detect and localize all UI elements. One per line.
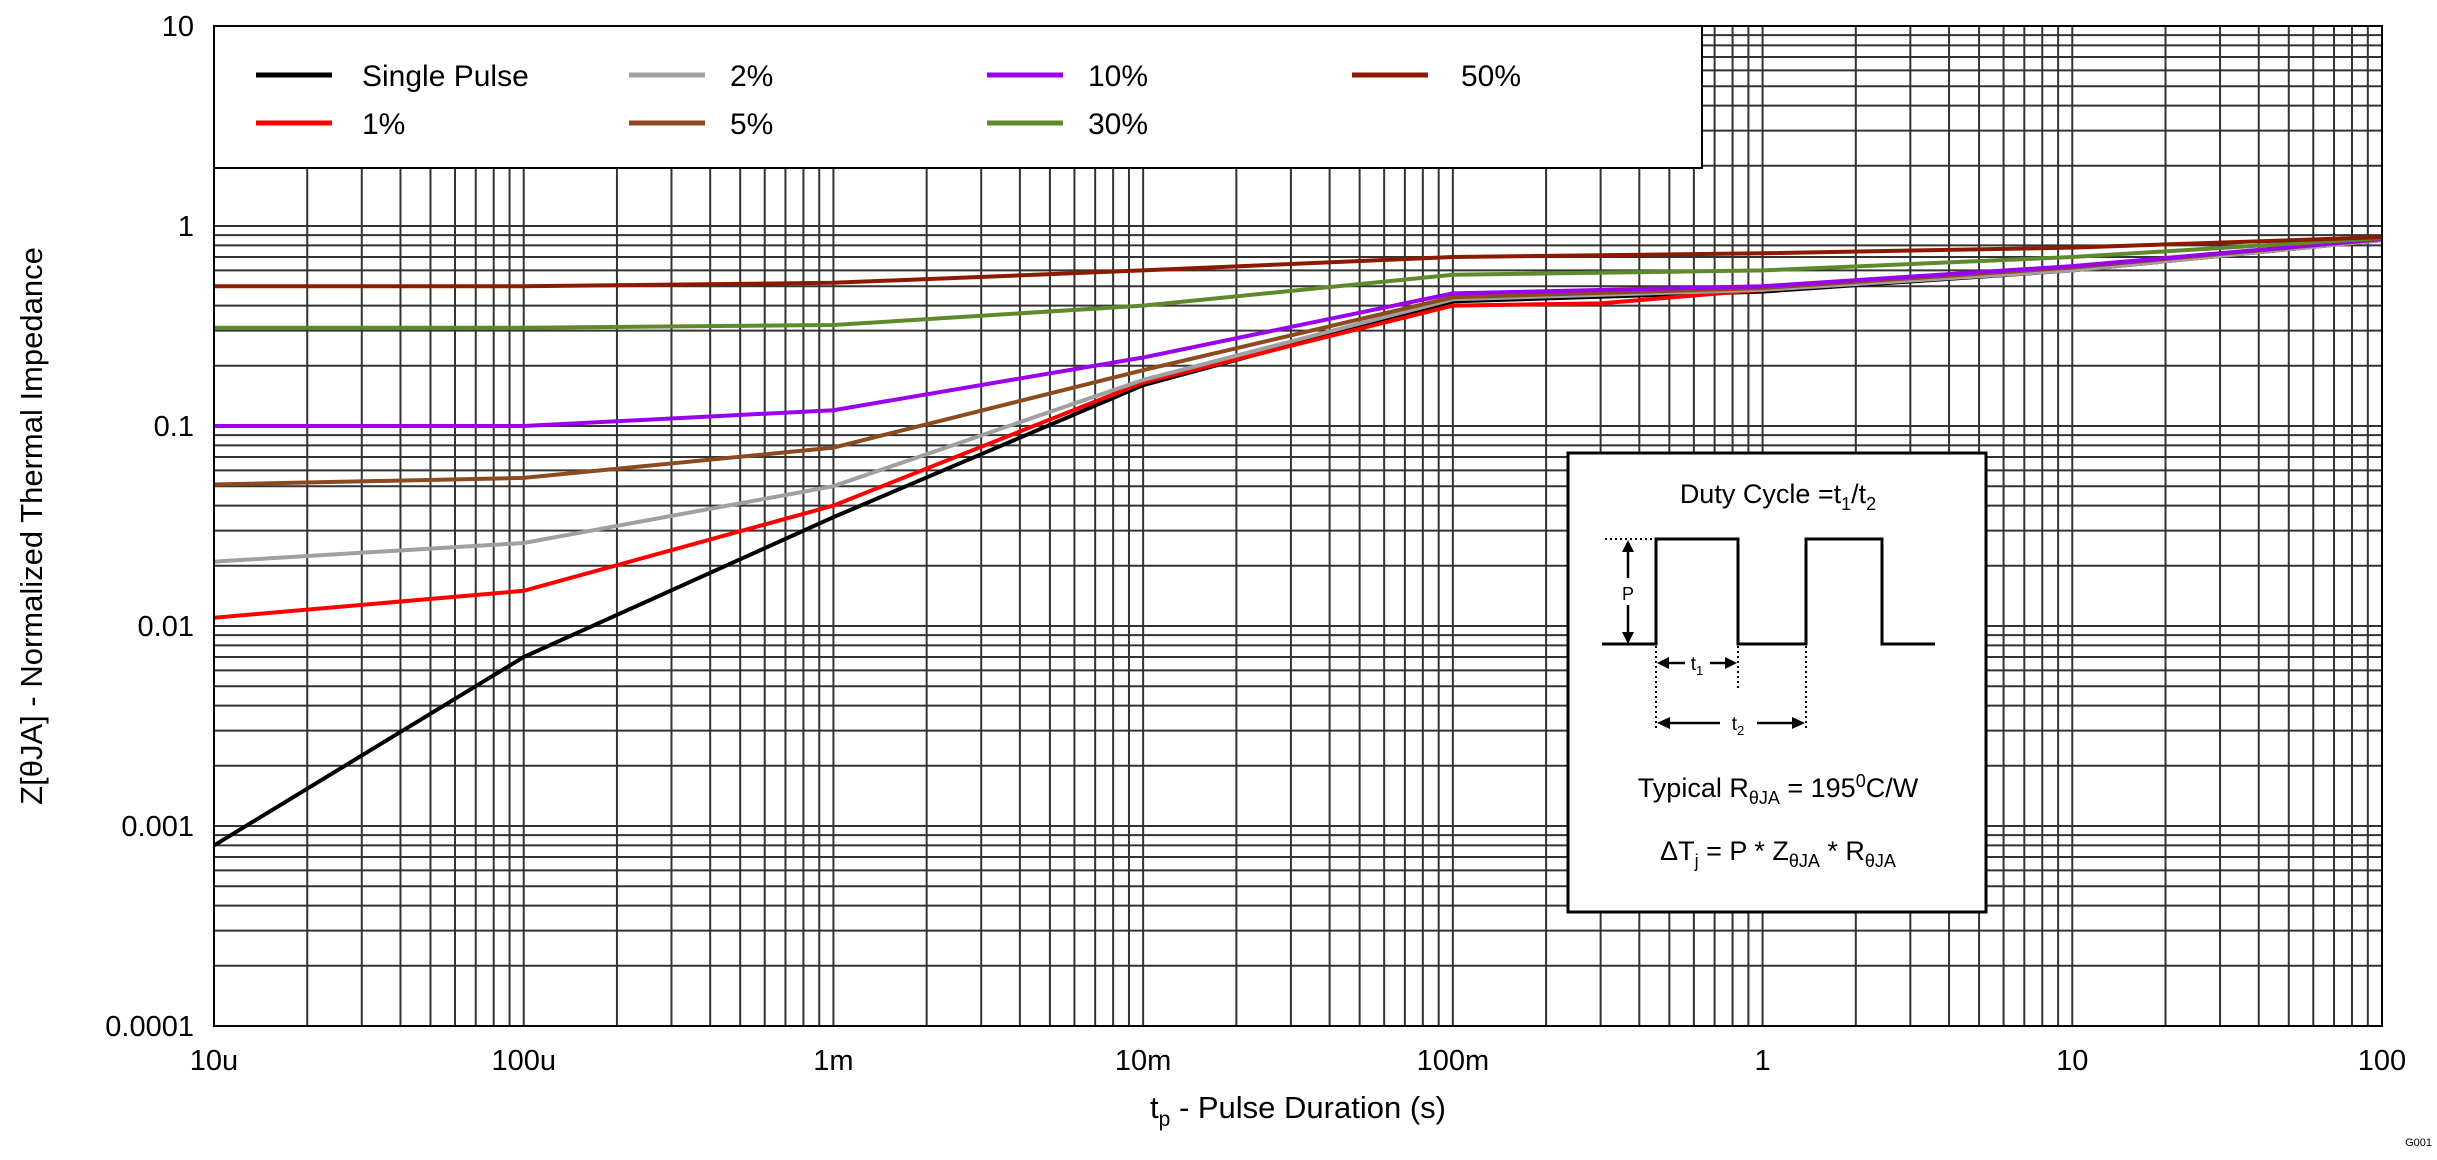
p-arrow bbox=[1622, 540, 1634, 644]
x-tick-label: 10u bbox=[190, 1045, 238, 1077]
x-tick-label: 10m bbox=[1115, 1045, 1171, 1077]
y-tick-label: 0.001 bbox=[121, 811, 194, 843]
legend-item: 1% bbox=[256, 108, 405, 141]
p-label: P bbox=[1622, 584, 1634, 604]
y-tick-label: 0.1 bbox=[154, 411, 194, 443]
legend-box bbox=[213, 25, 1703, 169]
series-line-3 bbox=[213, 237, 2383, 487]
t2-label: t2 bbox=[1732, 714, 1745, 738]
y-tick-label: 1 bbox=[178, 211, 194, 243]
duty-cycle-inset: Duty Cycle =t1/t2 P t1 t2 T bbox=[1566, 451, 1988, 914]
y-tick-label: 0.0001 bbox=[105, 1011, 194, 1043]
y-tick-labels: 10 1 0.1 0.01 0.001 0.0001 bbox=[105, 11, 194, 1043]
x-tick-label: 10 bbox=[2056, 1045, 2088, 1077]
legend-label: 50% bbox=[1461, 60, 1521, 93]
x-tick-label: 100u bbox=[491, 1045, 556, 1077]
series-line-5 bbox=[214, 236, 2383, 330]
dotted-guides bbox=[1605, 538, 1807, 730]
y-axis-title: Z[θJA] - Normalized Thermal Impedance bbox=[14, 247, 49, 805]
series-line-6 bbox=[214, 235, 2383, 289]
legend: Single Pulse 1% 2% 5% 10% 30% 50% bbox=[213, 25, 1703, 169]
t2-arrow bbox=[1657, 717, 1805, 729]
footnote: G001 bbox=[2405, 1137, 2432, 1149]
legend-label: 5% bbox=[730, 108, 773, 141]
legend-label: 1% bbox=[362, 108, 405, 141]
legend-item: Single Pulse bbox=[256, 60, 529, 93]
inset-title: Duty Cycle =t1/t2 bbox=[1680, 479, 1876, 514]
series-line-2 bbox=[213, 238, 2383, 564]
legend-label: 10% bbox=[1088, 60, 1148, 93]
legend-item: 10% bbox=[987, 60, 1148, 93]
legend-label: 2% bbox=[730, 60, 773, 93]
t1-label: t1 bbox=[1691, 654, 1704, 678]
x-tick-label: 100m bbox=[1417, 1045, 1490, 1077]
series-lines bbox=[212, 235, 2383, 848]
delta-tj-formula: ΔTj = P * ZθJA * RθJA bbox=[1660, 836, 1896, 871]
y-tick-label: 0.01 bbox=[138, 611, 194, 643]
x-tick-label: 1m bbox=[813, 1045, 853, 1077]
y-tick-label: 10 bbox=[162, 11, 194, 43]
legend-item: 50% bbox=[1352, 60, 1521, 93]
inset-box bbox=[1566, 451, 1988, 914]
legend-label: Single Pulse bbox=[362, 60, 529, 93]
plot-frame bbox=[213, 25, 2383, 1027]
series-line-1 bbox=[213, 238, 2383, 620]
x-tick-labels: 10u 100u 1m 10m 100m 1 10 100 bbox=[190, 1045, 2406, 1077]
x-tick-label: 100 bbox=[2358, 1045, 2406, 1077]
series-line-4 bbox=[214, 237, 2383, 428]
legend-label: 30% bbox=[1088, 108, 1148, 141]
pulse-waveform bbox=[1602, 537, 1935, 646]
t1-arrow bbox=[1657, 657, 1737, 669]
legend-item: 30% bbox=[987, 108, 1148, 141]
legend-item: 2% bbox=[629, 60, 773, 93]
grid bbox=[213, 26, 2382, 1027]
x-axis-title: tp - Pulse Duration (s) bbox=[1150, 1090, 1446, 1131]
typical-rtheta: Typical RθJA = 1950C/W bbox=[1638, 771, 1919, 808]
x-tick-label: 1 bbox=[1755, 1045, 1771, 1077]
legend-item: 5% bbox=[629, 108, 773, 141]
